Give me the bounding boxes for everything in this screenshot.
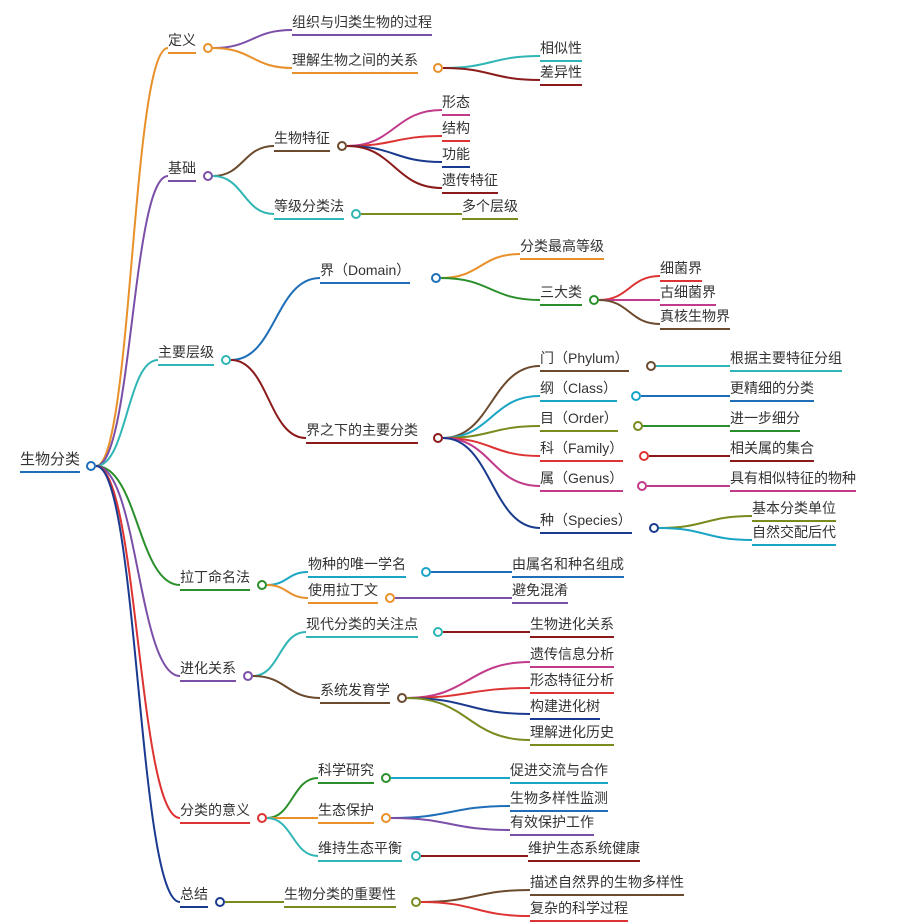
mindmap-node-n5a: 现代分类的关注点 bbox=[306, 614, 418, 638]
mindmap-node-n6b: 生态保护 bbox=[318, 800, 374, 824]
mindmap-node-n4a1: 由属名和种名组成 bbox=[512, 554, 624, 578]
mindmap-node-n3b6a: 基本分类单位 bbox=[752, 498, 836, 522]
node-dot bbox=[433, 627, 443, 637]
mindmap-node-n3b3a: 进一步细分 bbox=[730, 408, 800, 432]
mindmap-node-n5b: 系统发育学 bbox=[320, 680, 390, 704]
mindmap-node-n6a: 科学研究 bbox=[318, 760, 374, 784]
node-dot bbox=[649, 523, 659, 533]
node-dot bbox=[411, 851, 421, 861]
mindmap-node-n1a: 组织与归类生物的过程 bbox=[292, 12, 432, 36]
mindmap-node-n4b: 使用拉丁文 bbox=[308, 580, 378, 604]
mindmap-node-n6c1: 维护生态系统健康 bbox=[528, 838, 640, 862]
node-dot bbox=[433, 63, 443, 73]
mindmap-node-n4b1: 避免混淆 bbox=[512, 580, 568, 604]
mindmap-node-n2a4: 遗传特征 bbox=[442, 170, 498, 194]
node-dot bbox=[646, 361, 656, 371]
node-dot bbox=[433, 433, 443, 443]
mindmap-node-n3b1: 门（Phylum） bbox=[540, 348, 629, 372]
mindmap-node-n7a1: 描述自然界的生物多样性 bbox=[530, 872, 684, 896]
mindmap-node-n6b2: 有效保护工作 bbox=[510, 812, 594, 836]
mindmap-node-n1b2: 差异性 bbox=[540, 62, 582, 86]
mindmap-node-n3a2c: 真核生物界 bbox=[660, 306, 730, 330]
mindmap-node-n5b4: 理解进化历史 bbox=[530, 722, 614, 746]
mindmap-node-n6c: 维持生态平衡 bbox=[318, 838, 402, 862]
mindmap-node-n3b4a: 相关属的集合 bbox=[730, 438, 814, 462]
mindmap-node-n3b4: 科（Family） bbox=[540, 438, 623, 462]
node-dot bbox=[257, 580, 267, 590]
mindmap-node-n2b1: 多个层级 bbox=[462, 196, 518, 220]
node-dot bbox=[589, 295, 599, 305]
node-dot bbox=[639, 451, 649, 461]
mindmap-node-n6b1: 生物多样性监测 bbox=[510, 788, 608, 812]
node-dot bbox=[351, 209, 361, 219]
mindmap-node-n3b: 界之下的主要分类 bbox=[306, 420, 418, 444]
mindmap-node-n2a2: 结构 bbox=[442, 118, 470, 142]
node-dot bbox=[221, 355, 231, 365]
mindmap-node-n1: 定义 bbox=[168, 30, 196, 54]
node-dot bbox=[411, 897, 421, 907]
mindmap-node-n3b2a: 更精细的分类 bbox=[730, 378, 814, 402]
mindmap-node-n2a1: 形态 bbox=[442, 92, 470, 116]
mindmap-node-n3b5: 属（Genus） bbox=[540, 468, 623, 492]
node-dot bbox=[397, 693, 407, 703]
mindmap-node-n3b6: 种（Species） bbox=[540, 510, 632, 534]
node-dot bbox=[421, 567, 431, 577]
mindmap-node-n2b: 等级分类法 bbox=[274, 196, 344, 220]
node-dot bbox=[337, 141, 347, 151]
node-dot bbox=[381, 813, 391, 823]
node-dot bbox=[203, 43, 213, 53]
mindmap-node-n3a2b: 古细菌界 bbox=[660, 282, 716, 306]
mindmap-node-n6: 分类的意义 bbox=[180, 800, 250, 824]
mindmap-node-n5b3: 构建进化树 bbox=[530, 696, 600, 720]
node-dot bbox=[243, 671, 253, 681]
node-dot bbox=[215, 897, 225, 907]
node-dot bbox=[633, 421, 643, 431]
mindmap-node-n2a: 生物特征 bbox=[274, 128, 330, 152]
mindmap-node-n3a2a: 细菌界 bbox=[660, 258, 702, 282]
mindmap-node-n4a: 物种的唯一学名 bbox=[308, 554, 406, 578]
mindmap-node-n5: 进化关系 bbox=[180, 658, 236, 682]
mindmap-node-n2: 基础 bbox=[168, 158, 196, 182]
mindmap-node-root: 生物分类 bbox=[20, 448, 80, 473]
mindmap-node-n3b1a: 根据主要特征分组 bbox=[730, 348, 842, 372]
mindmap-node-n4: 拉丁命名法 bbox=[180, 567, 250, 591]
node-dot bbox=[257, 813, 267, 823]
mindmap-node-n5a1: 生物进化关系 bbox=[530, 614, 614, 638]
node-dot bbox=[86, 461, 96, 471]
node-dot bbox=[381, 773, 391, 783]
mindmap-node-n7a: 生物分类的重要性 bbox=[284, 884, 396, 908]
node-dot bbox=[203, 171, 213, 181]
mindmap-node-n5b2: 形态特征分析 bbox=[530, 670, 614, 694]
node-dot bbox=[631, 391, 641, 401]
mindmap-node-n3b3: 目（Order） bbox=[540, 408, 618, 432]
mindmap-node-n3a2: 三大类 bbox=[540, 282, 582, 306]
mindmap-node-n1b: 理解生物之间的关系 bbox=[292, 50, 418, 74]
mindmap-node-n5b1: 遗传信息分析 bbox=[530, 644, 614, 668]
mindmap-node-n3a: 界（Domain） bbox=[320, 260, 410, 284]
node-dot bbox=[385, 593, 395, 603]
mindmap-node-n1b1: 相似性 bbox=[540, 38, 582, 62]
mindmap-node-n3b6b: 自然交配后代 bbox=[752, 522, 836, 546]
mindmap-node-n6a1: 促进交流与合作 bbox=[510, 760, 608, 784]
mindmap-node-n7a2: 复杂的科学过程 bbox=[530, 898, 628, 922]
mindmap-node-n7: 总结 bbox=[180, 884, 208, 908]
mindmap-node-n3a1: 分类最高等级 bbox=[520, 236, 604, 260]
mindmap-node-n3b2: 纲（Class） bbox=[540, 378, 617, 402]
node-dot bbox=[637, 481, 647, 491]
mindmap-node-n2a3: 功能 bbox=[442, 144, 470, 168]
node-dot bbox=[431, 273, 441, 283]
mindmap-node-n3b5a: 具有相似特征的物种 bbox=[730, 468, 856, 492]
mindmap-node-n3: 主要层级 bbox=[158, 342, 214, 366]
